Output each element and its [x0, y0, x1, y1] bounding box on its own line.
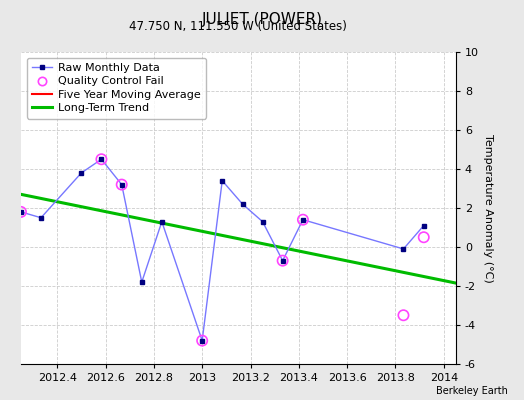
Text: JULIET (POWER): JULIET (POWER)	[202, 12, 322, 27]
Y-axis label: Temperature Anomaly (°C): Temperature Anomaly (°C)	[483, 134, 493, 282]
Point	[17, 209, 25, 215]
Legend: Raw Monthly Data, Quality Control Fail, Five Year Moving Average, Long-Term Tren: Raw Monthly Data, Quality Control Fail, …	[27, 58, 206, 119]
Title: 47.750 N, 111.550 W (United States): 47.750 N, 111.550 W (United States)	[129, 20, 347, 33]
Point	[278, 258, 287, 264]
Point	[420, 234, 428, 240]
Point	[299, 216, 307, 223]
Point	[117, 182, 126, 188]
Point	[198, 337, 206, 344]
Point	[97, 156, 106, 162]
Text: Berkeley Earth: Berkeley Earth	[436, 386, 508, 396]
Point	[399, 312, 408, 318]
